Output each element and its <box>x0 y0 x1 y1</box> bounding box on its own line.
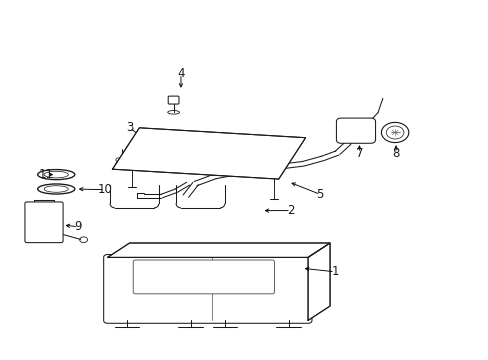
Text: 3: 3 <box>125 121 133 134</box>
Text: 4: 4 <box>177 67 184 80</box>
FancyBboxPatch shape <box>133 260 274 294</box>
Text: 2: 2 <box>286 204 294 217</box>
Polygon shape <box>307 243 329 320</box>
FancyBboxPatch shape <box>25 202 63 243</box>
Text: 11: 11 <box>39 168 54 181</box>
Text: 1: 1 <box>330 265 338 278</box>
FancyBboxPatch shape <box>336 118 375 143</box>
Text: 7: 7 <box>355 147 363 159</box>
Text: 9: 9 <box>74 220 82 233</box>
Text: 10: 10 <box>98 183 112 196</box>
FancyBboxPatch shape <box>168 96 179 104</box>
FancyBboxPatch shape <box>103 255 311 323</box>
Text: 8: 8 <box>391 147 399 159</box>
Polygon shape <box>107 243 329 257</box>
Text: 6: 6 <box>184 159 192 172</box>
Polygon shape <box>112 128 305 179</box>
Text: 5: 5 <box>316 188 324 201</box>
